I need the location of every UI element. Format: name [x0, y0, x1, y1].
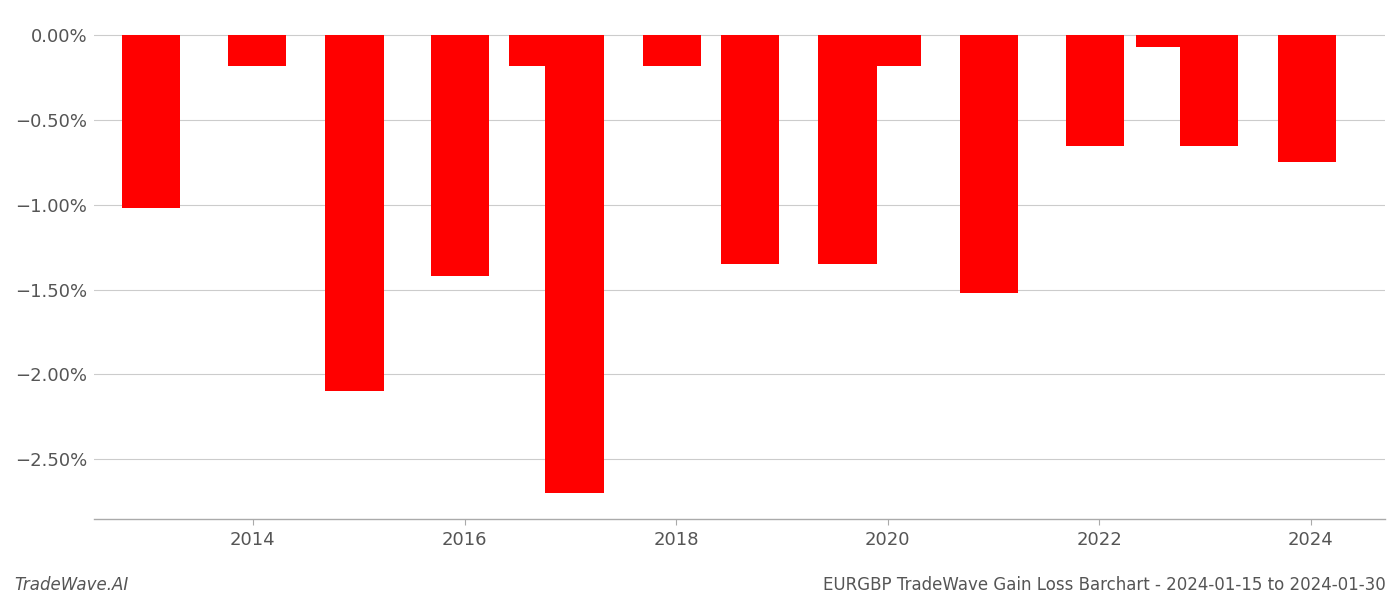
Bar — [643, 35, 701, 66]
Bar — [1135, 35, 1194, 47]
Bar — [1065, 35, 1124, 146]
Bar — [510, 35, 567, 66]
Bar — [819, 35, 876, 264]
Bar — [228, 35, 286, 66]
Bar — [960, 35, 1018, 293]
Bar — [546, 35, 603, 493]
Bar — [1180, 35, 1239, 146]
Bar — [1278, 35, 1336, 163]
Text: EURGBP TradeWave Gain Loss Barchart - 2024-01-15 to 2024-01-30: EURGBP TradeWave Gain Loss Barchart - 20… — [823, 576, 1386, 594]
Text: TradeWave.AI: TradeWave.AI — [14, 576, 129, 594]
Bar — [431, 35, 490, 276]
Bar — [325, 35, 384, 391]
Bar — [862, 35, 921, 66]
Bar — [721, 35, 780, 264]
Bar — [122, 35, 181, 208]
